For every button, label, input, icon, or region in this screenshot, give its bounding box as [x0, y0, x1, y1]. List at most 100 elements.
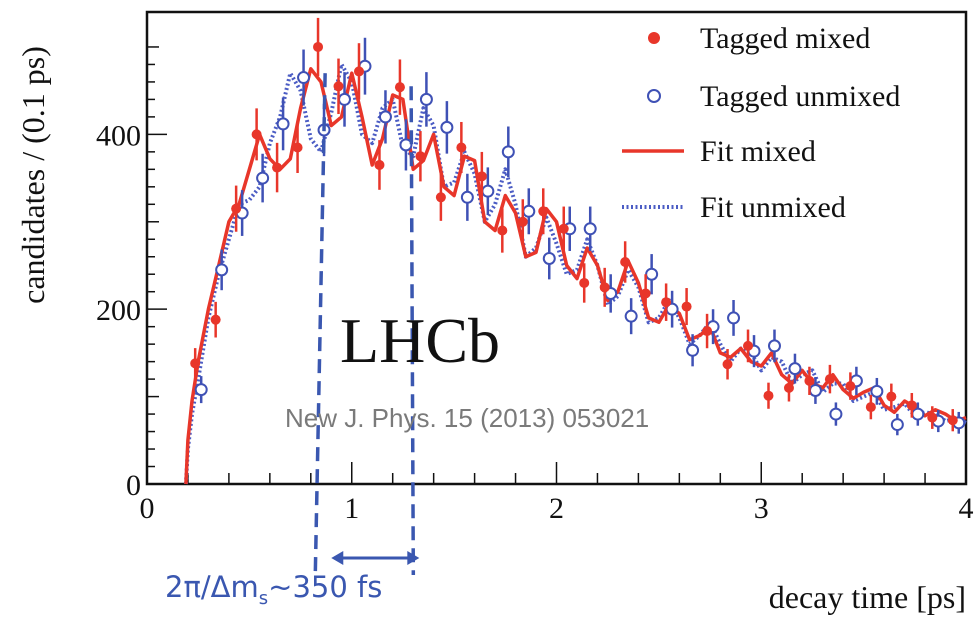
x-tick-label: 4: [959, 492, 974, 525]
data-point: [251, 129, 262, 140]
data-point: [906, 400, 917, 411]
data-point: [845, 381, 856, 392]
legend-label: Tagged unmixed: [700, 80, 900, 113]
data-point: [808, 383, 822, 397]
data-point: [517, 216, 528, 227]
legend: Tagged mixed Tagged unmixed Fit mixed Fit u…: [622, 22, 900, 224]
data-point: [542, 251, 556, 265]
data-point: [681, 301, 692, 312]
data-point: [640, 288, 651, 299]
legend-marker: [648, 32, 660, 44]
period-label: 2π/Δm: [165, 570, 259, 604]
period-marker-line: [409, 86, 416, 576]
legend-entry-fit-unmixed: Fit unmixed: [622, 191, 846, 224]
period-arrow-head-right: [407, 551, 420, 565]
x-tick-label: 1: [344, 492, 359, 525]
data-point: [419, 92, 433, 106]
data-point: [378, 110, 392, 124]
data-point: [333, 81, 344, 92]
data-point: [231, 203, 242, 214]
data-point: [645, 267, 659, 281]
series-tagged-mixed: [190, 17, 958, 432]
data-point: [210, 314, 221, 325]
data-point: [783, 382, 794, 393]
data-point: [460, 190, 474, 204]
series-fit-mixed: [184, 67, 967, 485]
data-point: [870, 384, 884, 398]
legend-marker: [647, 89, 661, 103]
data-point: [829, 407, 843, 421]
y-tick-label: 400: [96, 119, 141, 152]
y-tick-label: 0: [126, 469, 141, 502]
data-point: [440, 120, 454, 134]
fit-curve-fit-mixed: [184, 67, 967, 485]
period-subscript: s: [258, 587, 269, 609]
period-arrow-head-left: [331, 551, 344, 565]
data-point: [374, 159, 385, 170]
data-point: [394, 82, 405, 93]
x-tick-label: 2: [549, 492, 564, 525]
data-point: [824, 374, 835, 385]
y-tick-label: 200: [96, 294, 141, 327]
annotation-layer: [313, 73, 420, 576]
experiment-label: LHCb: [340, 305, 500, 376]
data-point: [190, 358, 201, 369]
data-point: [338, 92, 352, 106]
data-point: [215, 263, 229, 277]
data-point: [313, 41, 324, 52]
data-point: [927, 412, 938, 423]
data-point: [194, 383, 208, 397]
legend-entry-fit-mixed: Fit mixed: [622, 135, 816, 168]
period-marker-line: [313, 73, 327, 576]
data-point: [435, 192, 446, 203]
data-point: [661, 297, 672, 308]
data-point: [583, 222, 597, 236]
y-axis-label: candidates / (0.1 ps): [15, 46, 51, 304]
data-point: [415, 151, 426, 162]
reference-label: New J. Phys. 15 (2013) 053021: [285, 403, 649, 433]
period-value: ~350 fs: [268, 570, 383, 604]
data-point: [579, 277, 590, 288]
data-point: [353, 66, 364, 77]
series-fit-unmixed: [183, 62, 967, 485]
data-point: [558, 223, 569, 234]
data-point: [538, 206, 549, 217]
data-point: [686, 343, 700, 357]
data-point: [804, 375, 815, 386]
data-point: [743, 340, 754, 351]
legend-entry-tagged-unmixed: Tagged unmixed: [647, 80, 900, 113]
data-point: [276, 117, 290, 131]
data-point: [497, 225, 508, 236]
x-tick-label: 3: [754, 492, 769, 525]
data-point: [947, 415, 958, 426]
data-point: [763, 390, 774, 401]
data-point: [911, 407, 925, 421]
series-layer: [183, 17, 967, 485]
data-point: [399, 138, 413, 152]
x-tick-label: 0: [140, 492, 155, 525]
data-point: [727, 311, 741, 325]
data-point: [297, 71, 311, 85]
data-point: [272, 162, 283, 173]
data-point: [256, 171, 270, 185]
data-point: [599, 282, 610, 293]
data-point: [620, 256, 631, 267]
data-point: [788, 362, 802, 376]
legend-label: Tagged mixed: [700, 22, 870, 55]
fit-curve-fit-unmixed: [183, 62, 967, 485]
legend-label: Fit mixed: [700, 135, 816, 168]
series-tagged-unmixed: [194, 37, 966, 436]
legend-label: Fit unmixed: [700, 191, 846, 224]
data-point: [767, 339, 781, 353]
data-point: [702, 326, 713, 337]
data-point: [476, 171, 487, 182]
data-point: [501, 145, 515, 159]
data-point: [624, 309, 638, 323]
data-point: [481, 184, 495, 198]
x-axis-ticks: 0 1 2 3 4: [140, 462, 974, 525]
data-point: [890, 418, 904, 432]
data-point: [292, 142, 303, 153]
data-point: [522, 204, 536, 218]
data-point: [886, 391, 897, 402]
